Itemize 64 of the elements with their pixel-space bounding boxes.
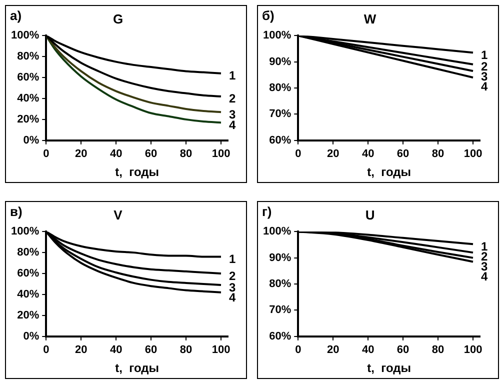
x-axis-title: t, годы — [367, 165, 412, 180]
y-tick-label: 100% — [10, 30, 40, 42]
x-tick-label: 20 — [326, 148, 340, 160]
x-tick-label: 40 — [110, 148, 122, 160]
x-tick-label: 40 — [362, 148, 374, 160]
y-tick-label: 0% — [23, 330, 40, 342]
chart-title: G — [112, 11, 124, 26]
x-tick-label: 100 — [464, 148, 482, 160]
y-tick-label: 100% — [10, 225, 40, 238]
y-tick-label: 70% — [269, 108, 292, 120]
y-tick-label: 80% — [17, 246, 40, 258]
text: в) — [10, 204, 22, 219]
x-tick-label: 100 — [212, 344, 230, 356]
x-tick-label: 20 — [74, 148, 88, 160]
series-label: 2 — [229, 268, 236, 282]
y-tick-label: 100% — [262, 225, 292, 238]
y-tick-label: 40% — [17, 92, 40, 105]
x-tick-label: 0 — [43, 148, 50, 160]
series-label: 4 — [481, 80, 488, 94]
x-tick-label: 60 — [396, 344, 410, 356]
y-tick-label: 100% — [262, 30, 292, 42]
y-tick-label: 60% — [269, 134, 292, 146]
x-axis-title: t, годы — [115, 360, 160, 375]
x-tick-label: 100 — [464, 344, 482, 356]
x-tick-label: 0 — [43, 344, 50, 356]
x-tick-label: 0 — [295, 344, 302, 356]
x-tick-label: 20 — [326, 344, 340, 356]
y-tick-label: 80% — [17, 50, 40, 63]
text: г) — [262, 204, 272, 219]
y-tick-label: 40% — [17, 288, 40, 300]
x-tick-label: 80 — [432, 344, 444, 356]
y-tick-label: 20% — [17, 113, 40, 126]
chart-title: U — [365, 206, 375, 222]
y-tick-label: 0% — [23, 134, 40, 146]
y-tick-label: 60% — [17, 72, 40, 84]
series-label: 1 — [229, 252, 236, 266]
x-tick-label: 80 — [432, 148, 444, 160]
series-label: 1 — [229, 68, 236, 83]
x-tick-label: 80 — [180, 148, 192, 160]
x-axis-title: t, годы — [115, 165, 160, 180]
y-tick-label: 60% — [17, 267, 40, 280]
x-tick-label: 20 — [74, 344, 88, 356]
x-tick-label: 100 — [212, 148, 230, 160]
y-tick-label: 20% — [17, 308, 40, 321]
chart-title: W — [364, 11, 377, 26]
x-tick-label: 40 — [362, 344, 374, 356]
x-axis-title: t, годы — [367, 360, 412, 375]
x-tick-label: 40 — [110, 344, 122, 356]
y-tick-label: 80% — [269, 82, 292, 94]
y-tick-label: 80% — [269, 278, 292, 290]
y-tick-label: 70% — [269, 304, 292, 316]
x-tick-label: 60 — [144, 148, 158, 160]
series-label: 2 — [229, 92, 236, 106]
chart-title: V — [114, 206, 123, 222]
x-tick-label: 80 — [180, 344, 192, 356]
y-tick-label: 90% — [269, 56, 292, 68]
series-label: 1 — [481, 48, 488, 62]
y-tick-label: 60% — [269, 330, 292, 342]
text: б) — [262, 8, 274, 24]
y-tick-label: 90% — [269, 251, 292, 264]
x-tick-label: 60 — [396, 148, 410, 160]
x-tick-label: 0 — [295, 148, 302, 160]
text: а) — [10, 8, 22, 24]
x-tick-label: 60 — [144, 344, 158, 356]
